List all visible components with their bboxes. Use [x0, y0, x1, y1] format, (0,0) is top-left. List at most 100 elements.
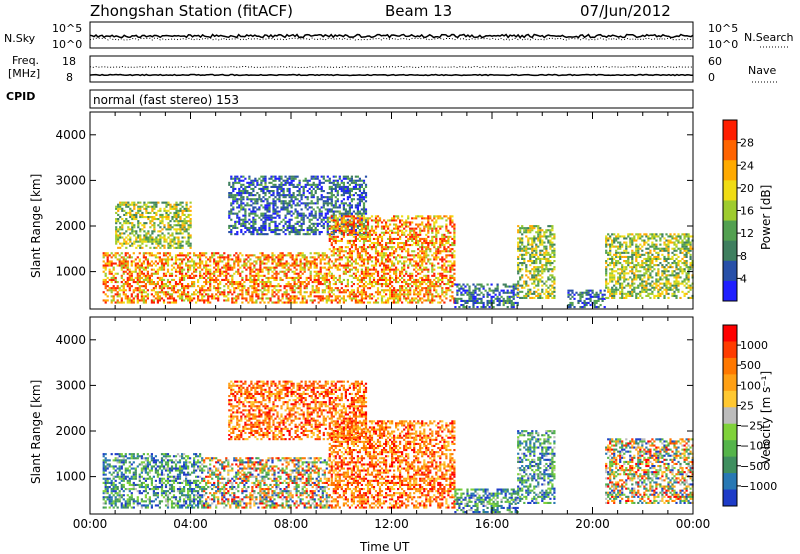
- data-cell: [137, 201, 140, 204]
- data-cell: [217, 274, 220, 277]
- data-cell: [181, 268, 184, 271]
- data-cell: [356, 289, 359, 292]
- data-cell: [383, 266, 386, 269]
- data-cell: [362, 237, 366, 240]
- data-cell: [419, 254, 422, 257]
- data-cell: [161, 228, 164, 231]
- data-cell: [270, 220, 273, 223]
- data-cell: [500, 295, 503, 298]
- data-cell: [521, 237, 524, 240]
- data-cell: [235, 260, 238, 263]
- data-cell: [195, 264, 198, 267]
- data-cell: [387, 289, 390, 292]
- data-cell: [267, 260, 270, 263]
- data-cell: [433, 278, 436, 281]
- data-cell: [284, 183, 287, 186]
- data-cell: [387, 278, 390, 281]
- data-cell: [447, 278, 450, 281]
- data-cell: [177, 224, 180, 227]
- data-cell: [322, 206, 325, 209]
- data-cell: [145, 232, 148, 235]
- data-cell: [211, 272, 214, 275]
- data-cell: [374, 215, 378, 218]
- data-cell: [104, 268, 107, 271]
- data-cell: [310, 175, 313, 178]
- data-cell: [168, 297, 172, 300]
- data-cell: [157, 242, 160, 245]
- data-cell: [260, 175, 263, 178]
- data-cell: [397, 295, 400, 298]
- data-cell: [126, 301, 129, 304]
- data-cell: [217, 270, 220, 273]
- data-cell: [391, 242, 394, 245]
- data-cell: [447, 239, 450, 242]
- data-cell: [134, 276, 137, 279]
- data-cell: [435, 219, 438, 222]
- data-cell: [391, 276, 394, 279]
- data-cell: [385, 276, 388, 279]
- data-cell: [144, 301, 147, 304]
- data-cell: [354, 293, 357, 296]
- data-cell: [275, 289, 278, 292]
- data-cell: [437, 256, 440, 259]
- data-cell: [288, 175, 291, 178]
- data-cell: [205, 278, 208, 281]
- data-cell: [328, 285, 331, 288]
- data-cell: [178, 268, 182, 271]
- data-cell: [445, 270, 448, 273]
- data-cell: [255, 295, 258, 298]
- data-cell: [217, 289, 220, 292]
- data-cell: [133, 201, 136, 204]
- data-cell: [205, 268, 208, 271]
- data-cell: [427, 260, 430, 263]
- data-cell: [274, 183, 277, 186]
- data-cell: [142, 268, 145, 271]
- data-cell: [521, 268, 524, 271]
- data-cell: [312, 202, 315, 205]
- data-cell: [115, 226, 118, 229]
- data-cell: [397, 299, 400, 302]
- data-cell: [395, 270, 398, 273]
- data-cell: [181, 220, 184, 223]
- data-cell: [423, 246, 426, 249]
- data-cell: [286, 190, 289, 193]
- data-cell: [276, 233, 279, 236]
- data-cell: [290, 196, 293, 199]
- data-cell: [370, 268, 374, 271]
- data-cell: [131, 203, 134, 206]
- data-cell: [138, 264, 141, 267]
- data-cell: [132, 281, 135, 284]
- data-cell: [352, 231, 355, 234]
- data-cell: [156, 281, 159, 284]
- data-cell: [311, 260, 314, 263]
- data-cell: [305, 301, 308, 304]
- data-cell: [243, 285, 246, 288]
- data-cell: [230, 231, 233, 234]
- data-cell: [453, 231, 456, 234]
- data-cell: [282, 204, 285, 207]
- data-cell: [141, 216, 144, 219]
- data-cell: [476, 297, 479, 300]
- data-cell: [211, 254, 214, 257]
- data-cell: [126, 285, 129, 288]
- data-cell: [181, 262, 184, 265]
- data-cell: [183, 213, 186, 216]
- data-cell: [209, 301, 212, 304]
- data-cell: [441, 217, 444, 220]
- data-cell: [346, 239, 349, 242]
- data-cell: [151, 218, 154, 221]
- data-cell: [132, 297, 135, 300]
- data-cell: [149, 238, 152, 241]
- data-cell: [423, 256, 426, 259]
- data-cell: [102, 278, 105, 281]
- data-cell: [154, 256, 157, 259]
- data-cell: [366, 260, 370, 263]
- data-cell: [458, 283, 461, 286]
- data-cell: [108, 278, 111, 281]
- data-cell: [317, 278, 320, 281]
- data-cell: [251, 262, 254, 265]
- data-cell: [496, 283, 499, 286]
- data-cell: [348, 212, 351, 215]
- data-cell: [383, 256, 386, 259]
- data-cell: [356, 224, 359, 227]
